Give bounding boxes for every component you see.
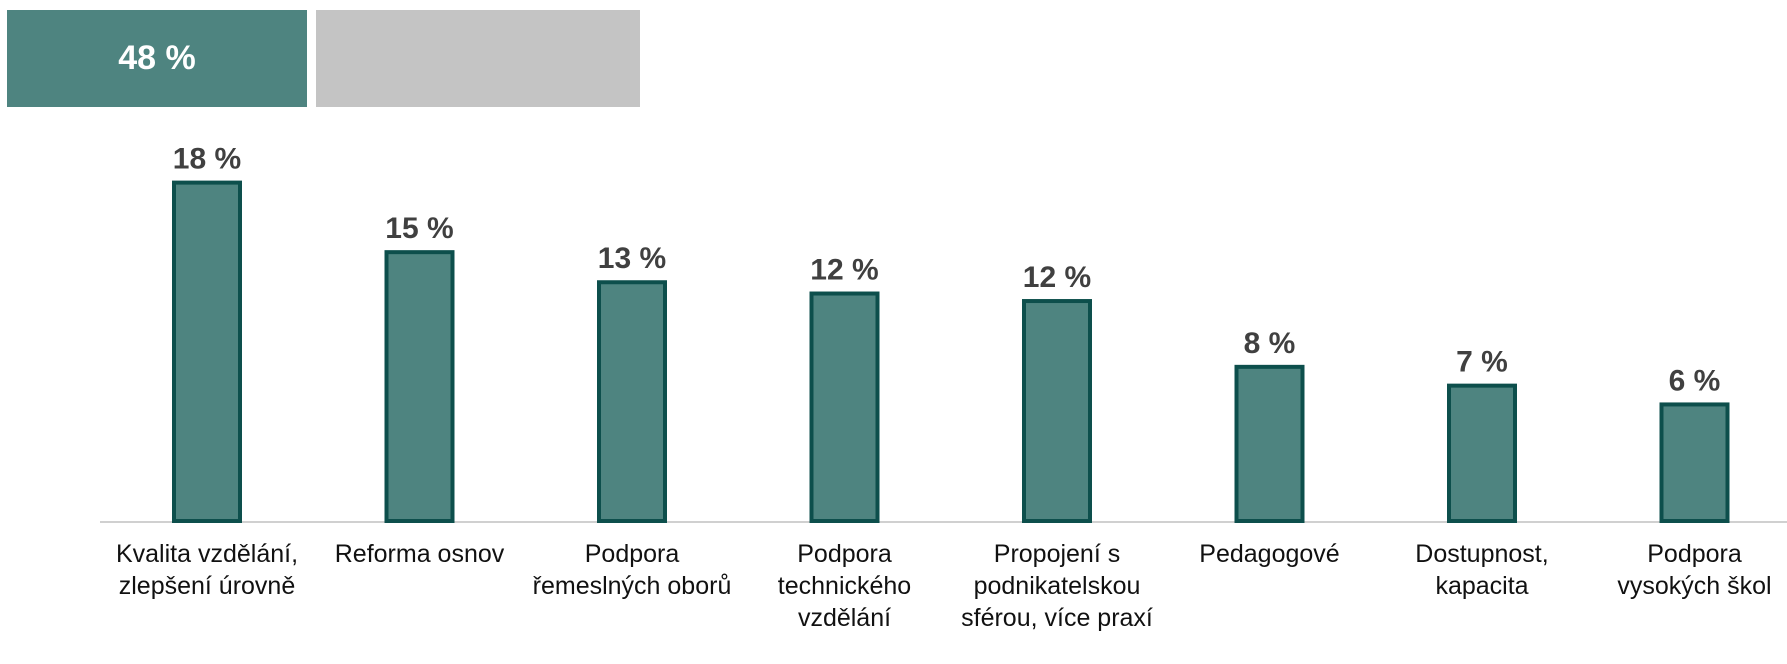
value-label: 18 % (173, 143, 241, 176)
value-label: 8 % (1244, 327, 1296, 360)
bar (172, 180, 242, 523)
bar (809, 291, 880, 523)
bar (1659, 402, 1730, 523)
bar (1022, 299, 1092, 524)
value-label: 6 % (1669, 364, 1721, 397)
bar (384, 250, 455, 523)
x-tick-label: Propojení s podnikatelskou sférou, více … (961, 540, 1153, 632)
x-tick-label: Podpora vysokých škol (1617, 540, 1772, 600)
value-label: 7 % (1456, 346, 1508, 379)
gray-box (316, 10, 640, 107)
x-tick-label: Pedagogové (1199, 540, 1340, 568)
value-label: 15 % (385, 212, 453, 245)
x-tick-label: Reforma osnov (334, 540, 505, 568)
value-label: 12 % (1023, 261, 1091, 294)
x-tick-label: Dostupnost, kapacita (1415, 540, 1549, 600)
bar (597, 280, 667, 523)
value-label: 13 % (598, 242, 666, 275)
headline-box (7, 10, 307, 107)
bar (1447, 383, 1517, 524)
x-tick-label: Kvalita vzdělání, zlepšení úrovně (115, 540, 299, 600)
x-tick-label: Podpora řemeslných oborů (532, 540, 732, 600)
bar (1234, 364, 1305, 523)
value-label: 12 % (810, 254, 878, 287)
x-tick-label: Podpora technického vzdělání (777, 540, 912, 632)
headline: 48 % (118, 39, 196, 77)
